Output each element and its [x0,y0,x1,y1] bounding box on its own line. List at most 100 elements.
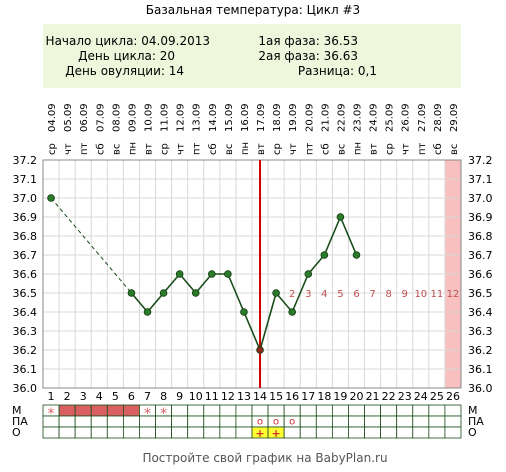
symptom-cell [315,404,333,417]
data-point [127,289,136,297]
y-tick-label-left: 36.1 [13,363,38,376]
symptom-cell [251,404,269,417]
row-label-right: М [468,404,478,417]
y-tick-label-right: 36.0 [468,382,493,395]
ovulation-test-plus: + [272,427,281,440]
weekday-label: пт [79,142,90,155]
weekday-label: вс [111,144,122,155]
y-tick-label-right: 36.8 [468,230,493,243]
weekday-label: сб [433,143,444,155]
symptom-cell [122,404,140,417]
y-tick-label-left: 36.0 [13,382,38,395]
data-point [159,289,168,297]
data-point [208,270,216,278]
post-ovulation-count: 3 [305,289,311,300]
date-label: 20.09 [304,103,315,132]
symptom-cell [412,426,430,439]
date-label: 10.09 [144,103,155,132]
y-axis-right: 36.0 36.1 36.2 36.3 36.4 36.5 36.6 36.7 36.8 36.9… [468,154,493,395]
ovulation-test-plus: + [255,427,264,440]
weekday-label: ср [160,143,171,155]
day-number-label: 23 [398,390,412,403]
day-number-label: 20 [350,390,364,403]
symptom-cell [122,426,140,439]
date-label: 16.09 [240,103,251,132]
date-label: 04.09 [47,103,58,132]
post-ovulation-count: 4 [321,289,327,300]
plot-grid [42,159,462,389]
symptom-cell [299,415,317,428]
symptom-cell [315,426,333,439]
menstruation-star: * [48,406,55,422]
y-tick-label-left: 37.0 [13,192,38,205]
symptom-cell [106,415,124,428]
series-segment [323,216,342,256]
date-label: 19.09 [288,103,299,132]
symptom-cell [139,426,156,439]
phase2-text: 2ая фаза: 36.63 [258,49,358,63]
weekday-label: чт [401,143,412,155]
symptom-cell [396,415,414,428]
symptom-cell [348,426,365,439]
date-label: 26.09 [401,103,412,132]
y-axis-left: 36.0 36.1 36.2 36.3 36.4 36.5 36.6 36.7 36.8 36.9… [13,154,38,395]
menstruation-star: * [144,406,151,422]
day-number-label: 21 [366,390,380,403]
weekday-label: пт [304,142,315,155]
day-number-label: 14 [253,390,267,403]
weekday-label: сб [208,143,219,155]
row-label-left: О [12,426,21,439]
day-number-label: 6 [128,390,135,403]
weekday-label: пт [417,142,428,155]
y-tick-label-right: 36.7 [468,249,493,262]
symptom-cell [299,404,317,417]
pa-circle: о [257,417,263,428]
symptom-cell [235,415,253,428]
date-label: 09.09 [127,103,138,132]
day-number-label: 18 [317,390,331,403]
symptom-cell [283,426,301,439]
difference-text: Разница: 0,1 [298,64,377,78]
series-segment [227,273,245,313]
symptom-cell [90,426,108,439]
y-tick-label-left: 37.1 [13,173,38,186]
symptom-cell [444,404,462,417]
day-number-label: 15 [269,390,283,403]
day-number-label: 25 [430,390,444,403]
date-label: 25.09 [385,103,396,132]
weekday-label: чт [288,143,299,155]
y-tick-label-left: 37.2 [13,154,38,167]
symptom-cell [187,404,205,417]
y-tick-label-right: 37.2 [468,154,493,167]
symptom-cell [331,404,349,417]
info-panel-background [43,24,461,88]
weekday-label: вс [224,144,235,155]
symptom-cell [380,404,398,417]
symptom-cell [90,415,108,428]
symptom-cell [444,426,462,439]
row-label-left: М [12,404,22,417]
day-number-label: 19 [333,390,347,403]
series-segment [275,292,293,313]
symptom-cell [106,426,124,439]
row-label-right: О [468,426,477,439]
data-point [240,308,248,316]
date-label: 21.09 [320,103,331,132]
post-ovulation-count: 10 [414,289,427,300]
day-number-label: 4 [96,390,103,403]
day-number-label: 2 [64,390,71,403]
symptom-cell [299,426,317,439]
day-number-label: 12 [221,390,235,403]
series-segment [291,273,310,313]
y-tick-label-left: 36.9 [13,211,38,224]
date-label: 23.09 [353,103,364,132]
day-number-label: 10 [189,390,203,403]
y-tick-label-left: 36.7 [13,249,38,262]
symptom-cell [219,426,237,439]
weekday-label: вс [336,144,347,155]
symptom-cell [428,415,446,428]
post-ovulation-count: 9 [402,289,408,300]
row-label-right: ПА [468,415,484,428]
symptom-cell [74,404,92,417]
y-tick-label-left: 36.3 [13,325,38,338]
